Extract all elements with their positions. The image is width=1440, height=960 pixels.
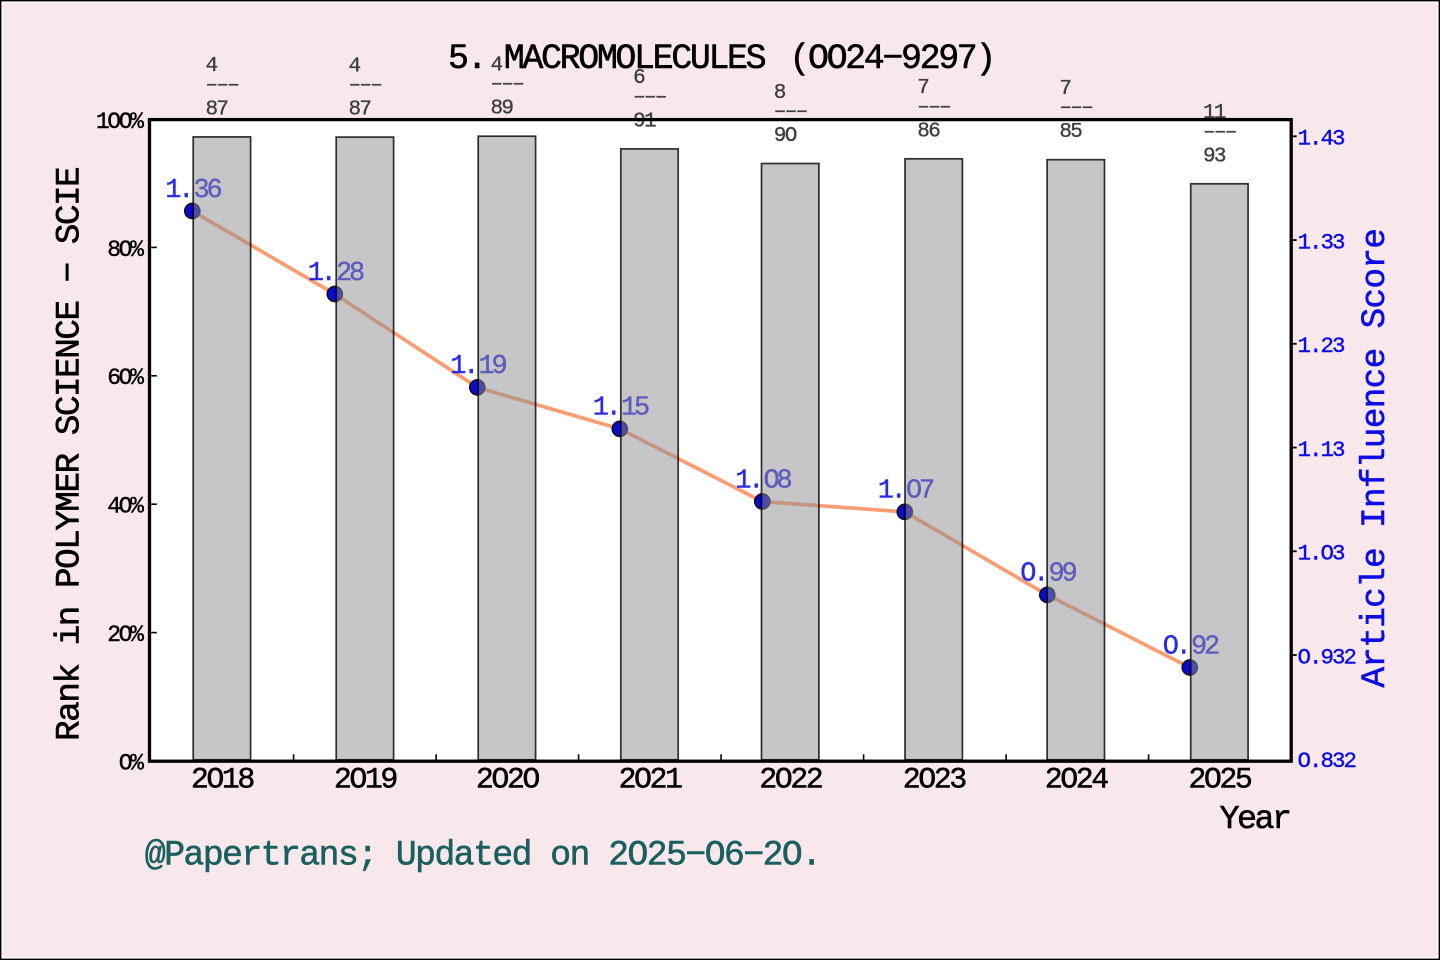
svg-text:–––: ––– xyxy=(633,86,666,109)
svg-text:–––: ––– xyxy=(774,101,807,124)
svg-text:–––: ––– xyxy=(349,74,382,97)
svg-text:8: 8 xyxy=(774,82,786,105)
svg-text:86: 86 xyxy=(917,120,940,143)
svg-text:4: 4 xyxy=(206,55,218,78)
svg-text:1.33: 1.33 xyxy=(1298,229,1346,255)
svg-text:9O: 9O xyxy=(774,125,797,148)
svg-text:–––: ––– xyxy=(491,73,524,96)
svg-text:2O%: 2O% xyxy=(107,622,144,648)
svg-text:5. MACROMOLECULES (OO24−9297): 5. MACROMOLECULES (OO24−9297) xyxy=(448,39,994,79)
svg-text:2O2O: 2O2O xyxy=(476,764,540,798)
svg-text:@Papertrans; Updated on 2O25−O: @Papertrans; Updated on 2O25−O6−2O. xyxy=(145,836,821,876)
svg-text:1.O3: 1.O3 xyxy=(1298,541,1346,567)
svg-text:4: 4 xyxy=(491,55,503,78)
svg-text:Article Influence Score: Article Influence Score xyxy=(1356,229,1395,688)
svg-text:4O%: 4O% xyxy=(107,494,144,520)
svg-text:–––: ––– xyxy=(1203,121,1236,144)
svg-text:O%: O% xyxy=(119,750,144,776)
svg-text:O.932: O.932 xyxy=(1298,644,1356,670)
svg-text:2O21: 2O21 xyxy=(618,764,682,798)
svg-text:85: 85 xyxy=(1059,121,1082,144)
svg-text:2O19: 2O19 xyxy=(334,764,397,798)
svg-text:93: 93 xyxy=(1203,145,1226,168)
svg-text:7: 7 xyxy=(917,77,928,100)
svg-text:7: 7 xyxy=(1059,78,1070,101)
svg-text:2O22: 2O22 xyxy=(759,764,822,798)
svg-text:2O18: 2O18 xyxy=(191,764,255,798)
svg-text:89: 89 xyxy=(491,98,514,121)
svg-text:2O23: 2O23 xyxy=(903,764,967,798)
svg-text:2O25: 2O25 xyxy=(1188,764,1252,798)
svg-text:–––: ––– xyxy=(1059,97,1092,120)
svg-text:Year: Year xyxy=(1219,801,1290,839)
svg-text:87: 87 xyxy=(349,99,371,122)
svg-text:4: 4 xyxy=(349,55,361,78)
svg-text:–––: ––– xyxy=(917,96,950,119)
svg-text:8O%: 8O% xyxy=(107,237,144,263)
svg-text:1.43: 1.43 xyxy=(1298,126,1346,152)
svg-text:–––: ––– xyxy=(206,74,239,97)
svg-text:Rank in POLYMER SCIENCE − SCIE: Rank in POLYMER SCIENCE − SCIE xyxy=(51,168,90,741)
svg-text:O.832: O.832 xyxy=(1298,748,1356,774)
svg-text:2O24: 2O24 xyxy=(1045,764,1109,798)
svg-text:1OO%: 1OO% xyxy=(96,109,144,135)
svg-text:1.13: 1.13 xyxy=(1298,437,1346,463)
svg-text:6: 6 xyxy=(633,67,645,90)
svg-text:1.23: 1.23 xyxy=(1298,333,1346,359)
svg-text:6O%: 6O% xyxy=(107,365,144,391)
svg-text:87: 87 xyxy=(206,98,228,121)
svg-text:91: 91 xyxy=(633,110,656,133)
